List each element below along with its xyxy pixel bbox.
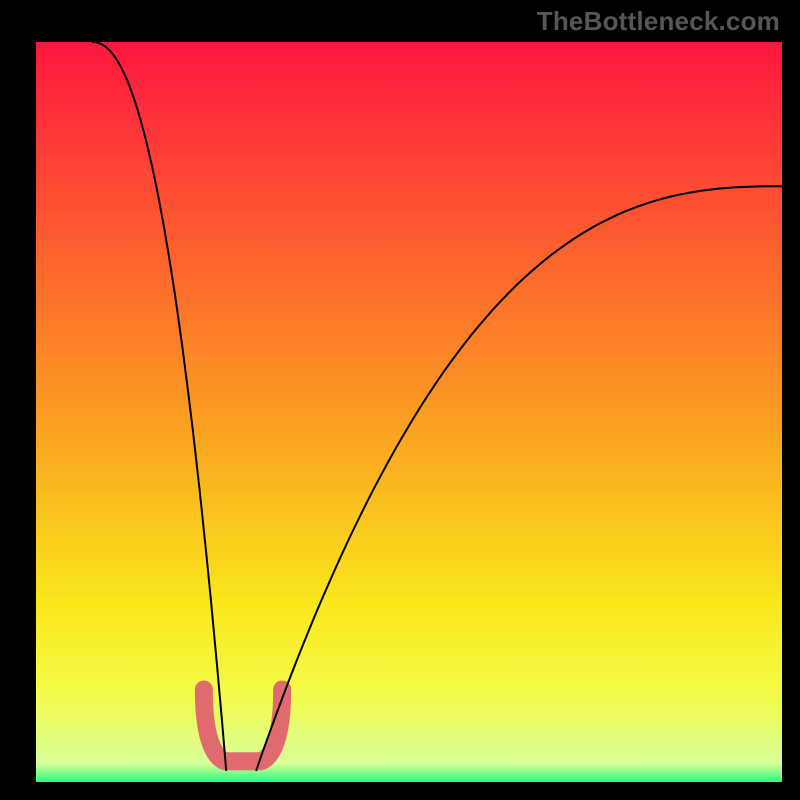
curve-layer bbox=[0, 0, 800, 800]
bottleneck-curve-left bbox=[92, 42, 226, 771]
watermark-text: TheBottleneck.com bbox=[537, 6, 780, 37]
bottleneck-highlight bbox=[204, 690, 282, 762]
bottleneck-curve-right bbox=[256, 186, 782, 771]
chart-frame: TheBottleneck.com bbox=[0, 0, 800, 800]
